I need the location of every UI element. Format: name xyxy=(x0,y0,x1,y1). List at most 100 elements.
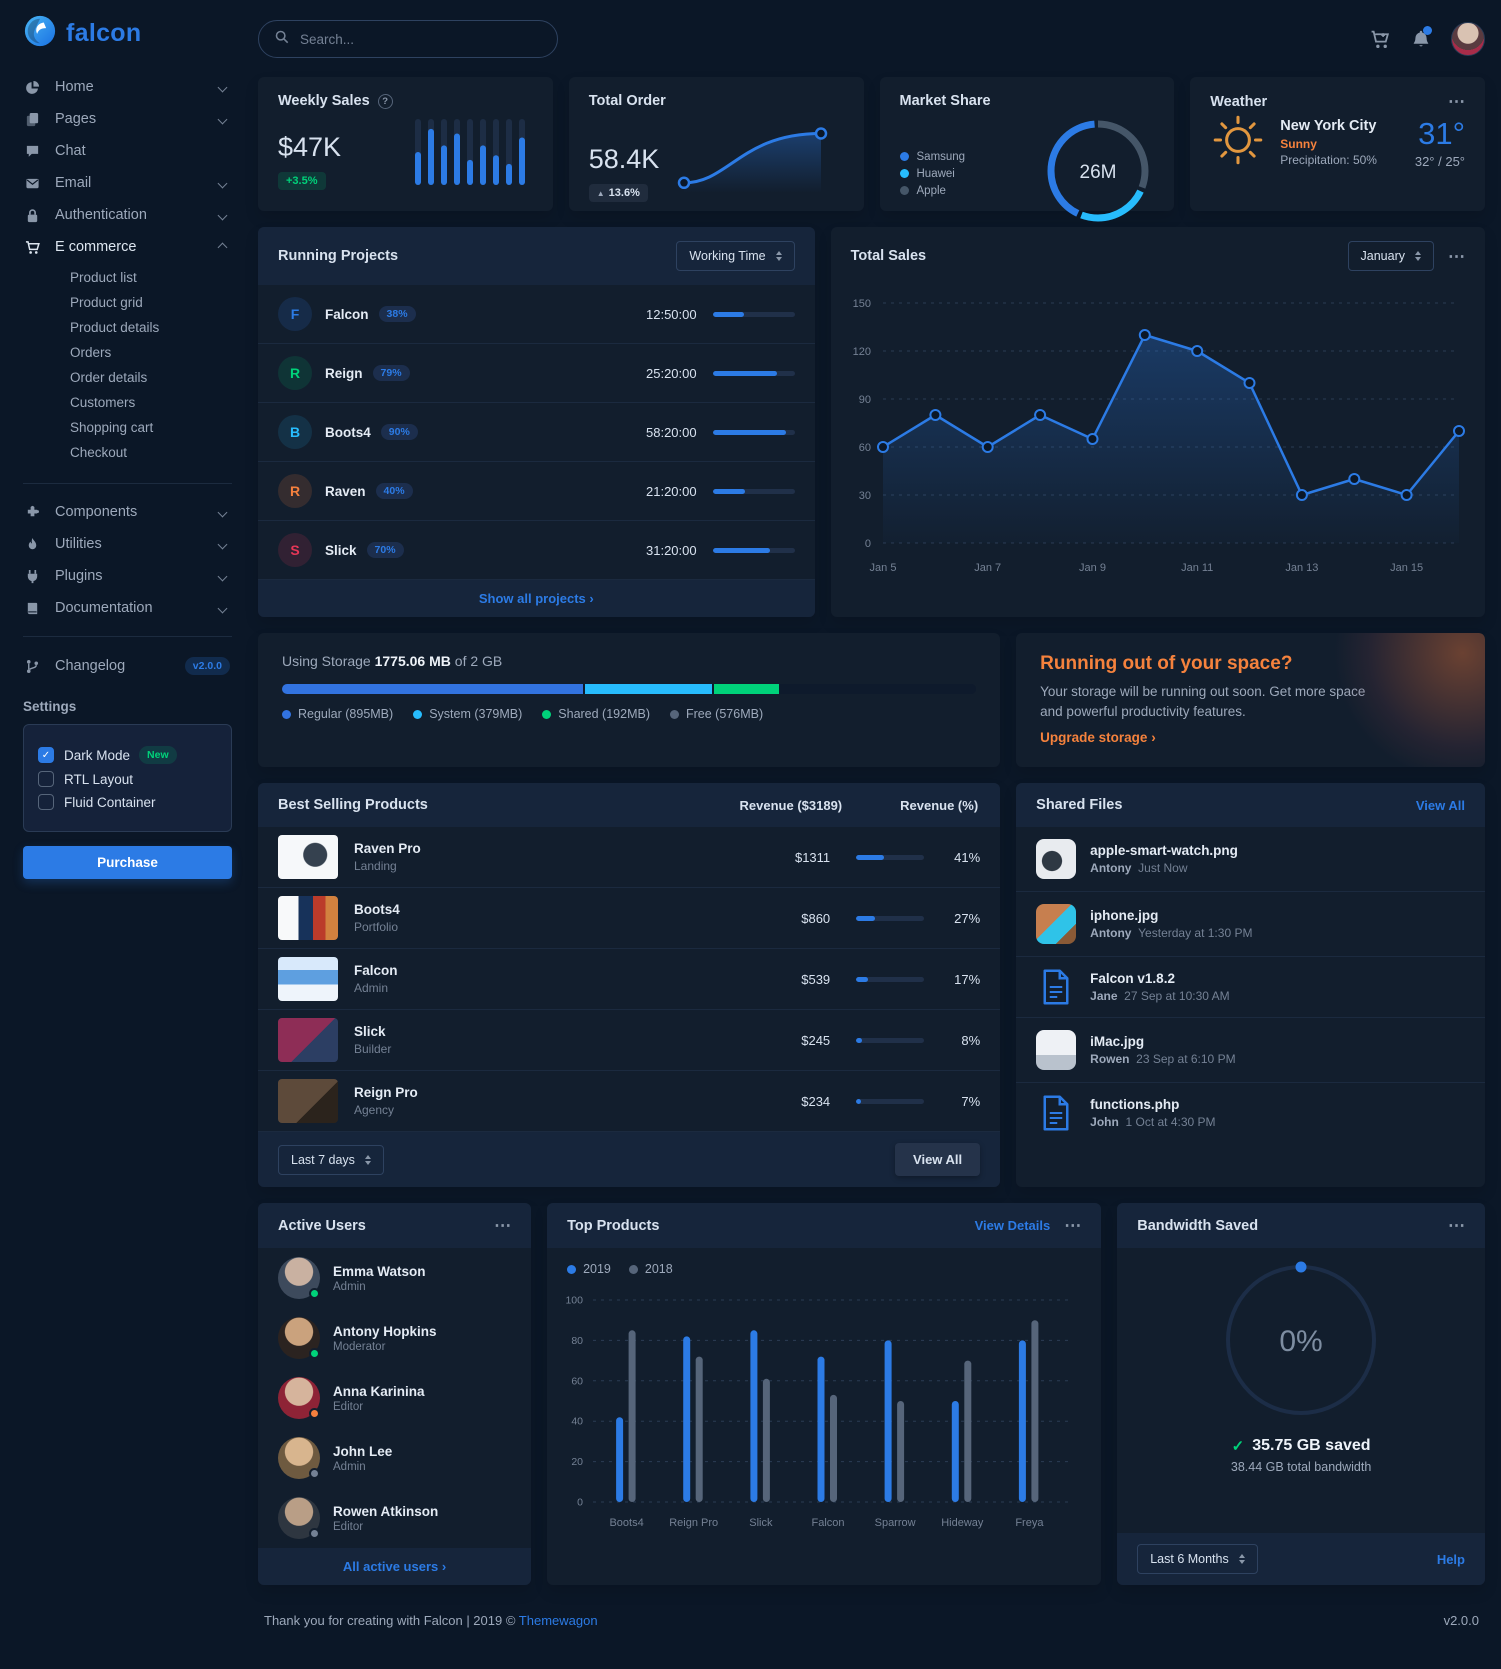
view-all-button[interactable]: View All xyxy=(895,1143,981,1177)
avatar[interactable] xyxy=(278,1317,320,1360)
more-icon[interactable]: ⋯ xyxy=(494,1216,512,1236)
setting-rtl-layout[interactable]: RTL Layout xyxy=(38,771,217,787)
project-name[interactable]: Boots4 xyxy=(325,424,371,440)
working-time-select[interactable]: Working Time xyxy=(676,241,795,271)
total-order-chart xyxy=(669,119,844,202)
chevron-right-icon: › xyxy=(1151,730,1156,746)
product-revenue-pct: 41% xyxy=(954,849,981,865)
product-name[interactable]: Slick xyxy=(354,1024,386,1040)
file-name[interactable]: iphone.jpg xyxy=(1090,908,1159,924)
revenue-pct-column-header: Revenue (%) xyxy=(900,797,979,813)
product-revenue: $539 xyxy=(801,971,831,987)
project-name[interactable]: Raven xyxy=(325,483,366,499)
all-active-users-link[interactable]: All active users › xyxy=(258,1548,532,1586)
sidebar-item-documentation[interactable]: Documentation xyxy=(23,592,232,624)
avatar[interactable] xyxy=(278,1437,320,1480)
project-name[interactable]: Reign xyxy=(325,365,363,381)
sidebar-item-changelog[interactable]: Changelog v2.0.0 xyxy=(23,649,232,683)
storage-legend-item: Regular (895MB) xyxy=(282,707,393,721)
project-name[interactable]: Slick xyxy=(325,542,357,558)
shared-files-title: Shared Files xyxy=(1036,797,1123,814)
user-name[interactable]: Antony Hopkins xyxy=(333,1323,437,1339)
more-icon[interactable]: ⋯ xyxy=(1448,246,1465,266)
upgrade-storage-link[interactable]: Upgrade storage › xyxy=(1040,730,1156,746)
product-thumbnail xyxy=(278,1079,338,1124)
falcon-logo-icon xyxy=(23,14,57,53)
purchase-button[interactable]: Purchase xyxy=(23,846,232,879)
last-7-days-select[interactable]: Last 7 days xyxy=(278,1144,384,1175)
sidebar-item-pages[interactable]: Pages xyxy=(23,103,232,135)
sidebar-subitem-checkout[interactable]: Checkout xyxy=(70,445,128,460)
sidebar-item-home[interactable]: Home xyxy=(23,71,232,103)
product-name[interactable]: Falcon xyxy=(354,963,398,979)
avatar[interactable] xyxy=(278,1257,320,1300)
svg-text:Jan 5: Jan 5 xyxy=(869,562,896,574)
user-avatar[interactable] xyxy=(1451,22,1485,56)
themewagon-link[interactable]: Themewagon xyxy=(518,1613,598,1629)
file-name[interactable]: functions.php xyxy=(1090,1097,1180,1113)
sidebar-subitem-product-list[interactable]: Product list xyxy=(70,270,137,285)
market-share-donut-chart: 26M xyxy=(1042,115,1154,232)
sidebar-subitem-order-details[interactable]: Order details xyxy=(70,370,148,385)
product-name[interactable]: Raven Pro xyxy=(354,841,421,857)
more-icon[interactable]: ⋯ xyxy=(1448,92,1465,111)
avatar[interactable] xyxy=(278,1377,320,1420)
month-select[interactable]: January xyxy=(1347,241,1434,271)
sidebar-subitem-product-grid[interactable]: Product grid xyxy=(70,295,143,310)
sidebar-item-plugins[interactable]: Plugins xyxy=(23,560,232,592)
bandwidth-saved: ✓ 35.75 GB saved xyxy=(1231,1437,1371,1456)
project-row: B Boots4 90% 58:20:00 xyxy=(258,403,815,462)
stats-row: Weekly Sales ? $47K +3.5% Total Order xyxy=(258,77,1485,222)
sidebar-item-label: Changelog xyxy=(55,658,126,674)
status-dot xyxy=(309,1468,320,1480)
user-name[interactable]: Emma Watson xyxy=(333,1263,426,1279)
bandwidth-gauge: 0% xyxy=(1219,1258,1383,1427)
more-icon[interactable]: ⋯ xyxy=(1064,1216,1082,1236)
help-link[interactable]: Help xyxy=(1436,1551,1465,1567)
sidebar: falcon Home Pages Chat Email Authenticat… xyxy=(0,0,250,1654)
last-6-months-select[interactable]: Last 6 Months xyxy=(1137,1544,1258,1575)
avatar[interactable] xyxy=(278,1497,320,1540)
sidebar-item-e-commerce[interactable]: E commerce xyxy=(23,231,232,263)
user-name[interactable]: Anna Karinina xyxy=(333,1383,425,1399)
chevron-down-icon xyxy=(217,210,228,220)
checkbox[interactable]: ✓ xyxy=(38,747,54,763)
sidebar-item-utilities[interactable]: Utilities xyxy=(23,528,232,560)
user-name[interactable]: Rowen Atkinson xyxy=(333,1503,439,1519)
search-input[interactable] xyxy=(298,30,541,48)
sidebar-item-authentication[interactable]: Authentication xyxy=(23,199,232,231)
sidebar-item-email[interactable]: Email xyxy=(23,167,232,199)
setting-fluid-container[interactable]: Fluid Container xyxy=(38,794,217,810)
sidebar-subitem-product-details[interactable]: Product details xyxy=(70,320,160,335)
checkbox[interactable] xyxy=(38,771,54,787)
cart-icon[interactable] xyxy=(1370,29,1391,50)
sidebar-subitem-customers[interactable]: Customers xyxy=(70,395,136,410)
product-name[interactable]: Boots4 xyxy=(354,902,400,918)
search-box[interactable] xyxy=(258,20,558,58)
view-all-link[interactable]: View All xyxy=(1415,797,1465,813)
brand-logo[interactable]: falcon xyxy=(23,14,232,53)
file-name[interactable]: iMac.jpg xyxy=(1090,1034,1145,1050)
setting-dark-mode[interactable]: ✓ Dark Mode New xyxy=(38,746,217,764)
checkbox[interactable] xyxy=(38,794,54,810)
view-details-link[interactable]: View Details xyxy=(974,1218,1051,1234)
show-all-projects-link[interactable]: Show all projects › xyxy=(258,580,815,617)
user-name[interactable]: John Lee xyxy=(333,1443,393,1459)
project-avatar: B xyxy=(278,415,312,449)
sidebar-item-components[interactable]: Components xyxy=(23,496,232,528)
file-name[interactable]: Falcon v1.8.2 xyxy=(1090,971,1175,987)
fire-icon xyxy=(25,537,42,552)
product-name[interactable]: Reign Pro xyxy=(354,1085,418,1101)
project-name[interactable]: Falcon xyxy=(325,306,369,322)
file-name[interactable]: apple-smart-watch.png xyxy=(1090,843,1238,859)
sidebar-subitem-orders[interactable]: Orders xyxy=(70,345,112,360)
more-icon[interactable]: ⋯ xyxy=(1447,1216,1465,1236)
bell-icon[interactable] xyxy=(1411,26,1432,49)
product-category: Builder xyxy=(354,1042,392,1057)
info-icon[interactable]: ? xyxy=(377,93,393,109)
shared-files-list: apple-smart-watch.png Antony Just Now ip… xyxy=(1016,827,1485,1143)
sidebar-item-chat[interactable]: Chat xyxy=(23,135,232,167)
project-avatar: R xyxy=(278,474,312,508)
puzzle-icon xyxy=(25,505,42,520)
sidebar-subitem-shopping-cart[interactable]: Shopping cart xyxy=(70,420,154,435)
